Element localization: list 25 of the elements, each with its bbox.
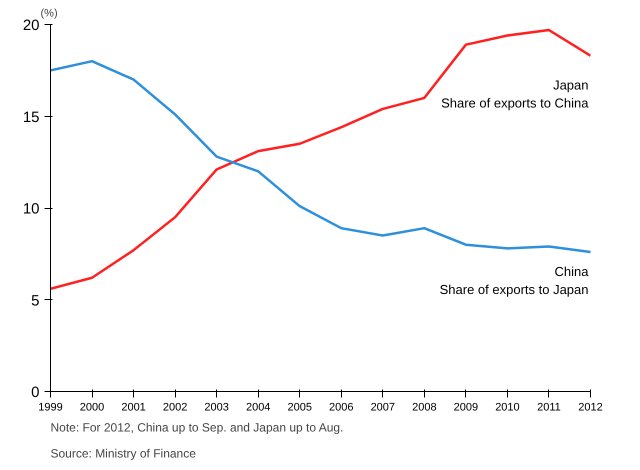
x-tick-label: 2009 — [454, 402, 478, 414]
x-tick-label: 2011 — [537, 402, 561, 414]
x-tick-label: 2006 — [329, 402, 354, 414]
x-tick-label: 2000 — [80, 402, 104, 414]
x-tick-label: 2001 — [121, 402, 146, 414]
y-tick-label: 20 — [22, 17, 40, 34]
y-tick-label: 10 — [22, 200, 40, 218]
x-tick-label: 2004 — [246, 402, 270, 414]
y-axis-title: (%) — [40, 8, 58, 20]
x-tick-label: 2002 — [162, 402, 188, 414]
x-tick-label: 2005 — [287, 402, 312, 414]
x-tick-label: 2007 — [370, 402, 396, 414]
y-tick-label: 0 — [31, 384, 40, 401]
x-tick-label: 2010 — [495, 402, 520, 414]
series-label: Japan Share of exports to China — [441, 78, 590, 111]
line-series — [50, 60, 590, 254]
text: Note: For 2012, China up to Sep. and Japan up to Aug. — [50, 420, 344, 434]
x-tick-label: 2012 — [578, 402, 603, 414]
x-tick-label: 2008 — [412, 402, 437, 414]
x-tick-label: 2003 — [204, 402, 229, 414]
x-tick-label: 1999 — [38, 402, 63, 414]
y-tick-label: 5 — [31, 292, 40, 310]
source-note: Source: Ministry of Finance — [50, 446, 196, 460]
series-label: China Share of exports to Japan — [440, 264, 590, 298]
y-tick-label: 15 — [22, 108, 40, 126]
